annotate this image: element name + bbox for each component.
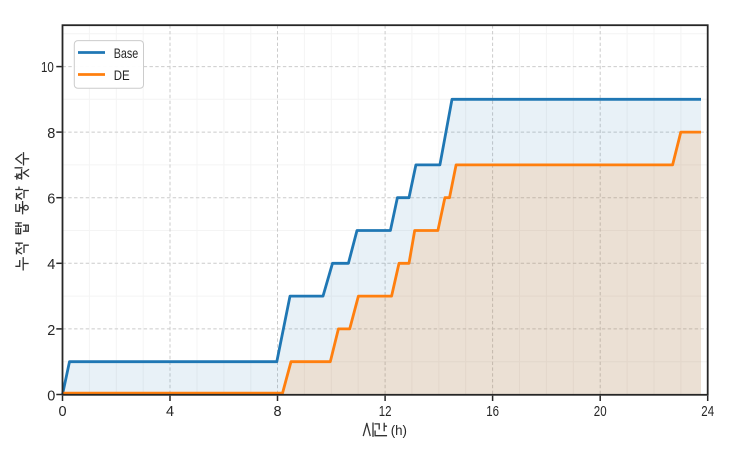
- svg-text:20: 20: [594, 404, 607, 420]
- svg-text:12: 12: [379, 404, 392, 420]
- svg-text:0: 0: [47, 388, 55, 404]
- svg-text:4: 4: [47, 257, 55, 273]
- svg-text:10: 10: [41, 60, 54, 76]
- svg-text:4: 4: [166, 404, 174, 420]
- svg-text:8: 8: [47, 126, 55, 142]
- svg-text:(h): (h): [391, 422, 407, 438]
- svg-text:2: 2: [47, 323, 55, 339]
- svg-text:24: 24: [701, 404, 714, 420]
- svg-text:DE: DE: [114, 67, 130, 83]
- svg-text:6: 6: [47, 192, 55, 208]
- svg-text:8: 8: [273, 404, 281, 420]
- svg-text:0: 0: [58, 404, 66, 420]
- svg-text:16: 16: [486, 404, 499, 420]
- svg-text:Base: Base: [114, 45, 139, 61]
